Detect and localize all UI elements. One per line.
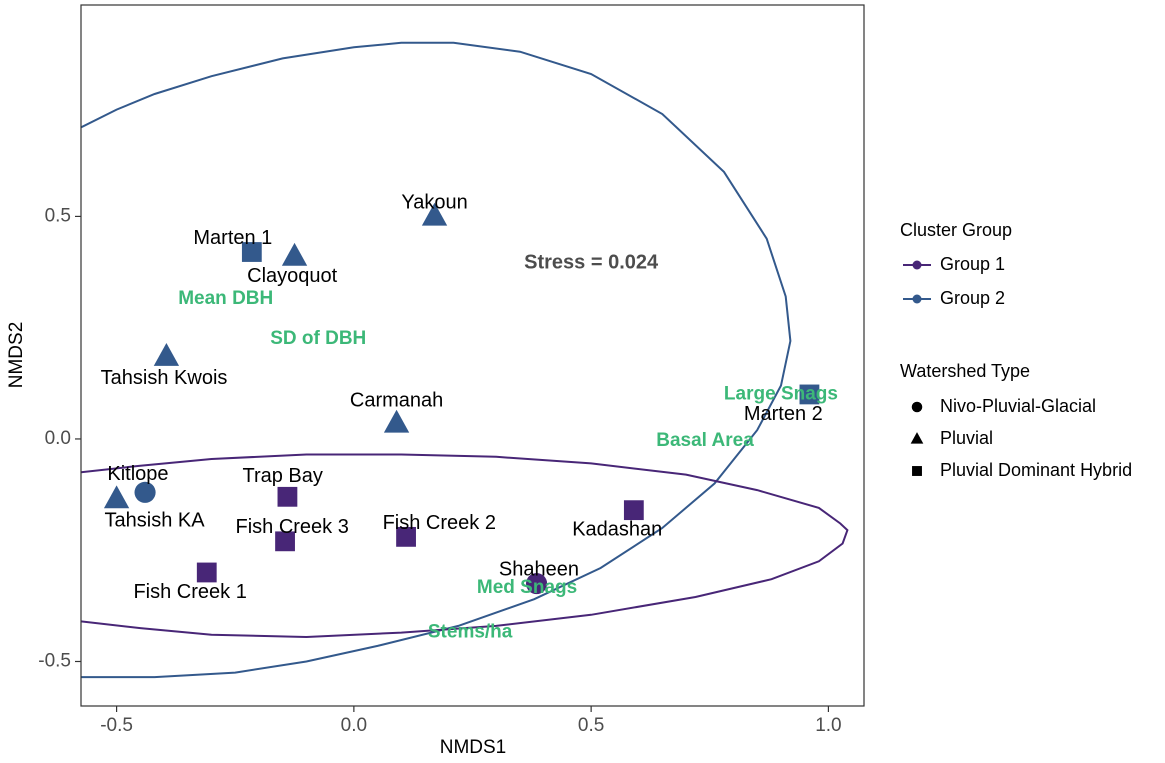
point-label-shaheen: Shaheen [499,559,579,581]
stress-annotation: Stress = 0.024 [524,251,659,273]
legend-key-dot [912,294,922,304]
legend-key-dot [912,260,922,270]
point-shaheen [526,573,548,595]
x-tick-label: 1.0 [815,715,841,736]
vector-label-mean-dbh: Mean DBH [178,288,273,309]
x-axis: -0.5 0.0 0.5 1.0 [100,706,842,736]
point-label-trap-bay: Trap Bay [242,465,322,487]
point-yakoun [421,202,448,226]
legend-key-triangle [910,432,924,444]
point-tahsish-ka [103,485,130,509]
watershed-legend-label: Pluvial [940,428,993,448]
point-label-clayoquot: Clayoquot [247,265,338,287]
point-label-kitlope: Kitlope [107,463,168,485]
group1-ellipse [81,453,849,639]
y-tick-label: -0.5 [38,651,71,672]
y-tick-label: 0.5 [45,205,71,226]
cluster-legend-title: Cluster Group [900,220,1012,240]
group2-ellipse [81,41,792,679]
cluster-legend-label: Group 1 [940,254,1005,274]
legend: Cluster Group Group 1 Group 2 Watershed Typ… [900,220,1132,480]
watershed-legend-label: Pluvial Dominant Hybrid [940,460,1132,480]
x-tick-label: 0.0 [341,715,367,736]
plot-area: Mean DBH SD of DBH Large Snags Basal Area Me… [80,4,865,707]
x-axis-title: NMDS1 [440,737,507,758]
y-axis: -0.5 0.0 0.5 [38,205,81,672]
x-tick-label: -0.5 [100,715,133,736]
vector-label-med-snags: Med Snags [477,577,577,598]
legend-key-circle [911,401,923,413]
cluster-legend-label: Group 2 [940,288,1005,308]
x-tick-label: 0.5 [578,715,604,736]
point-marten-2 [799,384,820,405]
point-trap-bay [277,486,298,507]
plot-content: Mean DBH SD of DBH Large Snags Basal Area Me… [81,41,849,679]
watershed-legend-label: Nivo-Pluvial-Glacial [940,396,1096,416]
plot-border [80,4,865,707]
point-marten-1 [241,242,262,262]
point-label-kadashan: Kadashan [572,518,662,540]
vector-label-stems-ha: Stems/ha [428,622,513,643]
vector-label-basal-area: Basal Area [656,430,754,451]
point-label-marten-1: Marten 1 [193,227,272,249]
point-clayoquot [281,242,308,266]
plot-background [81,5,864,706]
y-axis-title: NMDS2 [6,322,27,389]
point-kadashan [623,500,644,521]
point-label-tahsish-kwois: Tahsish Kwois [101,367,228,389]
point-fish-creek-2 [396,526,416,547]
vector-label-large-snags: Large Snags [724,383,838,404]
point-label-fish-creek-2: Fish Creek 2 [383,512,496,534]
point-label-carmanah: Carmanah [350,389,443,411]
point-fish-creek-1 [196,562,217,583]
point-label-fish-creek-3: Fish Creek 3 [235,516,348,538]
y-tick-label: 0.0 [45,428,71,449]
point-kitlope [134,481,156,503]
point-tahsish-kwois [153,342,180,366]
point-label-tahsish-ka: Tahsish KA [105,510,206,532]
watershed-legend-title: Watershed Type [900,361,1030,381]
point-carmanah [383,409,410,433]
point-fish-creek-3 [275,531,295,552]
legend-key-square [912,466,922,476]
point-label-yakoun: Yakoun [401,191,467,213]
point-label-marten-2: Marten 2 [744,403,823,425]
point-label-fish-creek-1: Fish Creek 1 [133,581,246,603]
vector-label-sd-of-dbh: SD of DBH [270,328,366,349]
